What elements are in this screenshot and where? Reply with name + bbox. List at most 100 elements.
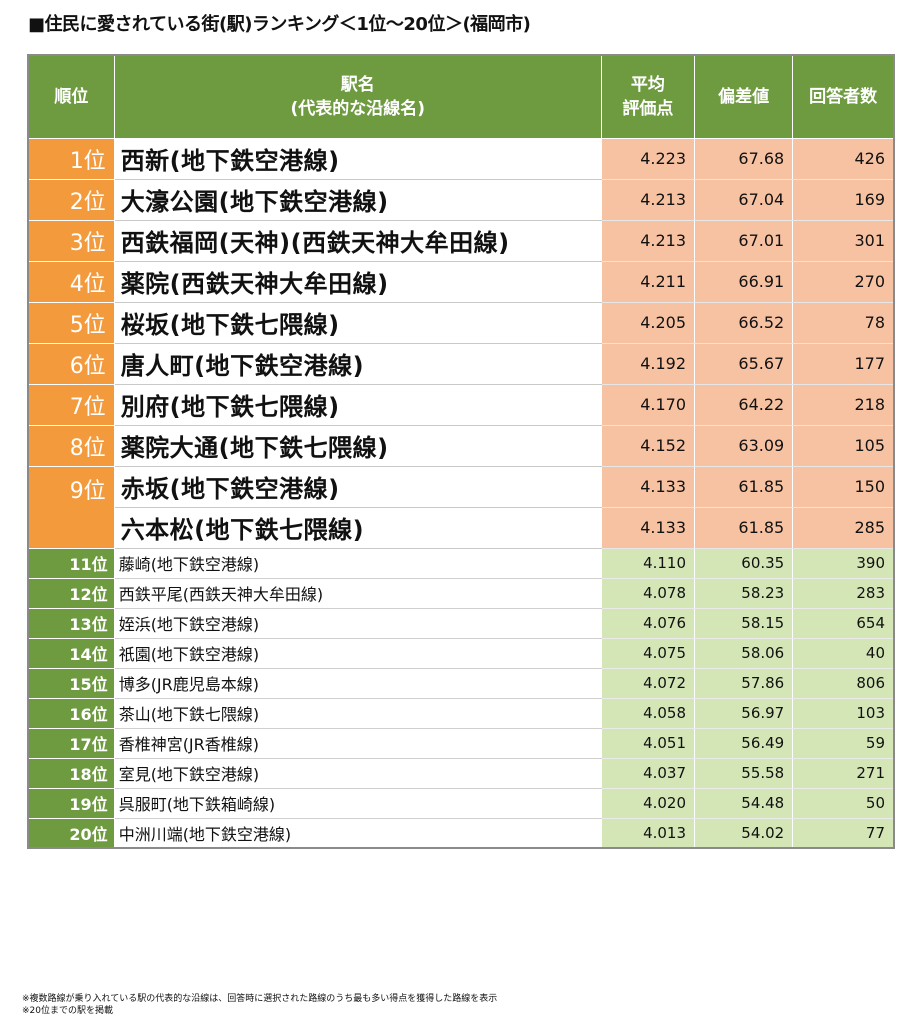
respondents-cell: 301 bbox=[792, 219, 895, 262]
respondents-cell: 78 bbox=[792, 301, 895, 344]
header-average-line2: 評価点 bbox=[622, 98, 674, 119]
score-cell: 4.205 bbox=[600, 301, 696, 344]
header-deviation: 偏差値 bbox=[694, 54, 794, 139]
respondents-cell: 218 bbox=[792, 383, 895, 426]
deviation-cell: 61.85 bbox=[694, 465, 794, 508]
station-cell: 香椎神宮(JR香椎線) bbox=[113, 727, 602, 759]
score-cell: 4.213 bbox=[600, 178, 696, 221]
table-row: 1位 西新(地下鉄空港線) 4.223 67.68 426 bbox=[27, 137, 895, 180]
deviation-cell: 54.02 bbox=[694, 817, 794, 849]
page-title: ■住民に愛されている街(駅)ランキング＜1位～20位＞(福岡市) bbox=[28, 14, 531, 35]
score-cell: 4.133 bbox=[600, 506, 696, 549]
rank-cell: 20位 bbox=[27, 817, 115, 849]
score-cell: 4.192 bbox=[600, 342, 696, 385]
deviation-cell: 56.97 bbox=[694, 697, 794, 729]
table-row: 16位 茶山(地下鉄七隈線) 4.058 56.97 103 bbox=[27, 697, 895, 729]
table-row: 19位 呉服町(地下鉄箱崎線) 4.020 54.48 50 bbox=[27, 787, 895, 819]
table-row: 4位 薬院(西鉄天神大牟田線) 4.211 66.91 270 bbox=[27, 260, 895, 303]
respondents-cell: 105 bbox=[792, 424, 895, 467]
respondents-cell: 177 bbox=[792, 342, 895, 385]
deviation-cell: 67.04 bbox=[694, 178, 794, 221]
station-cell: 呉服町(地下鉄箱崎線) bbox=[113, 787, 602, 819]
respondents-cell: 150 bbox=[792, 465, 895, 508]
rank-cell: 12位 bbox=[27, 577, 115, 609]
respondents-cell: 654 bbox=[792, 607, 895, 639]
table-row: 17位 香椎神宮(JR香椎線) 4.051 56.49 59 bbox=[27, 727, 895, 759]
station-cell: 六本松(地下鉄七隈線) bbox=[113, 506, 602, 549]
header-average-line1: 平均 bbox=[630, 74, 665, 95]
score-cell: 4.037 bbox=[600, 757, 696, 789]
deviation-cell: 60.35 bbox=[694, 547, 794, 579]
station-cell: 藤崎(地下鉄空港線) bbox=[113, 547, 602, 579]
deviation-cell: 58.23 bbox=[694, 577, 794, 609]
respondents-cell: 283 bbox=[792, 577, 895, 609]
deviation-cell: 67.01 bbox=[694, 219, 794, 262]
station-cell: 茶山(地下鉄七隈線) bbox=[113, 697, 602, 729]
rank-cell: 7位 bbox=[27, 383, 115, 426]
table-row: 13位 姪浜(地下鉄空港線) 4.076 58.15 654 bbox=[27, 607, 895, 639]
score-cell: 4.076 bbox=[600, 607, 696, 639]
rank-cell: 4位 bbox=[27, 260, 115, 303]
station-cell: 西鉄平尾(西鉄天神大牟田線) bbox=[113, 577, 602, 609]
respondents-cell: 77 bbox=[792, 817, 895, 849]
score-cell: 4.020 bbox=[600, 787, 696, 819]
header-station-line2: (代表的な沿線名) bbox=[290, 98, 426, 119]
table-row: 14位 祇園(地下鉄空港線) 4.075 58.06 40 bbox=[27, 637, 895, 669]
table-row: 5位 桜坂(地下鉄七隈線) 4.205 66.52 78 bbox=[27, 301, 895, 344]
score-cell: 4.075 bbox=[600, 637, 696, 669]
respondents-cell: 271 bbox=[792, 757, 895, 789]
table-row: 20位 中洲川端(地下鉄空港線) 4.013 54.02 77 bbox=[27, 817, 895, 849]
station-cell: 薬院(西鉄天神大牟田線) bbox=[113, 260, 602, 303]
score-cell: 4.133 bbox=[600, 465, 696, 508]
table-row: 3位 西鉄福岡(天神)(西鉄天神大牟田線) 4.213 67.01 301 bbox=[27, 219, 895, 262]
respondents-cell: 285 bbox=[792, 506, 895, 549]
table-row: 7位 別府(地下鉄七隈線) 4.170 64.22 218 bbox=[27, 383, 895, 426]
score-cell: 4.110 bbox=[600, 547, 696, 579]
table-row: 15位 博多(JR鹿児島本線) 4.072 57.86 806 bbox=[27, 667, 895, 699]
station-cell: 赤坂(地下鉄空港線) bbox=[113, 465, 602, 508]
ranking-table: 順位 駅名 (代表的な沿線名) 平均 評価点 偏差値 回答者数 1位 西新(地下… bbox=[27, 54, 895, 849]
score-cell: 4.152 bbox=[600, 424, 696, 467]
deviation-cell: 61.85 bbox=[694, 506, 794, 549]
station-cell: 博多(JR鹿児島本線) bbox=[113, 667, 602, 699]
footnote: ※20位までの駅を掲載 bbox=[22, 1006, 113, 1016]
table-row: 六本松(地下鉄七隈線) 4.133 61.85 285 bbox=[28, 506, 895, 549]
deviation-cell: 63.09 bbox=[694, 424, 794, 467]
station-cell: 大濠公園(地下鉄空港線) bbox=[113, 178, 602, 221]
rank-cell: 19位 bbox=[27, 787, 115, 819]
deviation-cell: 55.58 bbox=[694, 757, 794, 789]
station-cell: 別府(地下鉄七隈線) bbox=[113, 383, 602, 426]
rank-cell: 8位 bbox=[27, 424, 115, 467]
deviation-cell: 67.68 bbox=[694, 137, 794, 180]
respondents-cell: 169 bbox=[792, 178, 895, 221]
deviation-cell: 65.67 bbox=[694, 342, 794, 385]
deviation-cell: 66.91 bbox=[694, 260, 794, 303]
deviation-cell: 66.52 bbox=[694, 301, 794, 344]
deviation-cell: 64.22 bbox=[694, 383, 794, 426]
score-cell: 4.078 bbox=[600, 577, 696, 609]
station-cell: 西新(地下鉄空港線) bbox=[113, 137, 602, 180]
respondents-cell: 426 bbox=[792, 137, 895, 180]
respondents-cell: 270 bbox=[792, 260, 895, 303]
score-cell: 4.058 bbox=[600, 697, 696, 729]
station-cell: 西鉄福岡(天神)(西鉄天神大牟田線) bbox=[113, 219, 602, 262]
respondents-cell: 50 bbox=[792, 787, 895, 819]
table-row: 8位 薬院大通(地下鉄七隈線) 4.152 63.09 105 bbox=[27, 424, 895, 467]
respondents-cell: 806 bbox=[792, 667, 895, 699]
station-cell: 桜坂(地下鉄七隈線) bbox=[113, 301, 602, 344]
rank-cell: 9位 bbox=[27, 465, 115, 549]
station-cell: 祇園(地下鉄空港線) bbox=[113, 637, 602, 669]
rank-cell: 3位 bbox=[27, 219, 115, 262]
footnotes: ※複数路線が乗り入れている駅の代表的な沿線は、回答時に選択された路線のうち最も多… bbox=[22, 993, 497, 1017]
header-station: 駅名 (代表的な沿線名) bbox=[113, 54, 602, 139]
rank-cell: 13位 bbox=[27, 607, 115, 639]
table-header-row: 順位 駅名 (代表的な沿線名) 平均 評価点 偏差値 回答者数 bbox=[27, 54, 895, 139]
respondents-cell: 59 bbox=[792, 727, 895, 759]
station-cell: 唐人町(地下鉄空港線) bbox=[113, 342, 602, 385]
deviation-cell: 54.48 bbox=[694, 787, 794, 819]
station-cell: 薬院大通(地下鉄七隈線) bbox=[113, 424, 602, 467]
deviation-cell: 57.86 bbox=[694, 667, 794, 699]
rank-cell: 17位 bbox=[27, 727, 115, 759]
respondents-cell: 40 bbox=[792, 637, 895, 669]
score-cell: 4.223 bbox=[600, 137, 696, 180]
